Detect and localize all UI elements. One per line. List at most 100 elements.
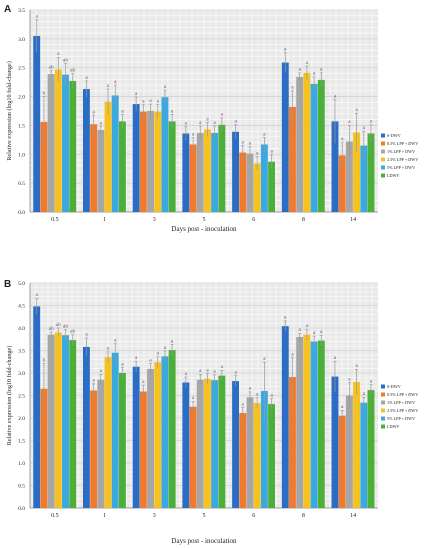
significance-letter: a xyxy=(341,136,344,142)
bar xyxy=(345,141,353,212)
x-tick-label: 5 xyxy=(203,217,206,223)
bar xyxy=(97,130,105,212)
significance-letter: a xyxy=(100,120,103,126)
bar xyxy=(33,306,41,508)
significance-letter: ab xyxy=(56,322,61,328)
significance-letter: a xyxy=(348,376,351,382)
significance-letter: b xyxy=(43,357,46,363)
significance-letter: a xyxy=(92,378,95,384)
legend: S-DWV 0.5% LPP + DWV 1% LPP + DWV 2.5% LPP … xyxy=(381,384,418,429)
x-tick-label: 1 xyxy=(103,513,106,519)
significance-letter: a xyxy=(234,119,237,125)
significance-letter: a xyxy=(135,355,138,361)
bar xyxy=(118,373,126,508)
x-tick-label: 6 xyxy=(252,513,255,519)
significance-letter: a xyxy=(298,327,301,333)
bar xyxy=(111,352,119,508)
significance-letter: a xyxy=(363,125,366,131)
significance-letter: a xyxy=(192,395,195,401)
bar xyxy=(54,69,62,213)
significance-letter: a xyxy=(242,139,245,145)
bar xyxy=(289,377,296,508)
bar xyxy=(196,132,204,212)
bar xyxy=(303,72,311,212)
bar xyxy=(204,378,211,508)
y-tick-label: 3.0 xyxy=(18,37,25,43)
legend-swatch xyxy=(381,133,385,138)
bar xyxy=(281,62,289,212)
significance-letter: a xyxy=(85,75,88,81)
significance-letter: a xyxy=(142,98,145,104)
significance-letter: a xyxy=(171,108,174,114)
x-tick-label: 5 xyxy=(203,513,206,519)
significance-letter: a xyxy=(313,330,316,336)
y-tick-label: 2.0 xyxy=(18,95,25,101)
bar xyxy=(97,379,105,508)
x-axis-title: Days post - inoculation xyxy=(171,537,237,545)
x-tick-label: 0.5 xyxy=(51,513,59,519)
bar xyxy=(82,346,90,508)
legend-label: 2.5% LPP + DWV xyxy=(387,408,418,413)
significance-letter: a xyxy=(149,98,152,104)
bar xyxy=(33,35,41,212)
bar xyxy=(139,391,147,508)
significance-letter: ab xyxy=(63,57,68,63)
bar xyxy=(168,121,176,212)
bar xyxy=(189,406,197,508)
significance-letter: a xyxy=(164,345,167,351)
bar xyxy=(211,380,219,508)
bar xyxy=(111,95,119,212)
bar xyxy=(132,104,140,212)
legend-swatch xyxy=(381,384,385,389)
significance-letter: a xyxy=(320,67,323,73)
significance-letter: a xyxy=(35,14,38,20)
legend-label: 0.5% LPP + DWV xyxy=(387,141,418,146)
significance-letter: a xyxy=(92,109,95,115)
bar xyxy=(54,332,62,508)
bar xyxy=(47,74,55,212)
significance-letter: a xyxy=(313,71,316,77)
y-tick-label: 2.0 xyxy=(18,416,25,422)
significance-letter: a xyxy=(35,292,38,298)
y-tick-label: 0.5 xyxy=(18,484,25,490)
x-tick-label: 3 xyxy=(153,513,156,519)
significance-letter: a xyxy=(256,392,259,398)
bar xyxy=(268,161,276,212)
significance-letter: a xyxy=(185,120,188,126)
significance-letter: a xyxy=(355,363,358,369)
y-tick-label: 1.5 xyxy=(18,439,25,445)
significance-letter: a xyxy=(142,379,145,385)
legend-swatch xyxy=(381,400,385,405)
bar xyxy=(182,133,190,212)
y-axis-title: Relative expression (log10 fold-change) xyxy=(6,346,13,445)
bar xyxy=(310,83,318,212)
bar xyxy=(345,395,353,508)
significance-letter: a xyxy=(213,369,216,375)
significance-letter: a xyxy=(341,404,344,410)
x-axis-title: Days post - inoculation xyxy=(171,225,237,233)
bar xyxy=(139,111,147,212)
bar xyxy=(246,397,254,508)
bar xyxy=(260,391,268,508)
bar xyxy=(338,415,346,508)
bar xyxy=(118,121,126,212)
significance-letter: a xyxy=(107,83,110,89)
significance-letter: b xyxy=(43,90,46,96)
bar xyxy=(338,155,346,212)
bar xyxy=(360,145,368,212)
bar xyxy=(104,101,112,212)
significance-letter: a xyxy=(164,84,167,90)
significance-letter: ab xyxy=(70,329,75,335)
significance-letter: a xyxy=(221,112,224,118)
legend-swatch xyxy=(381,149,385,154)
significance-letter: a xyxy=(249,141,252,147)
significance-letter: a xyxy=(334,355,337,361)
y-tick-label: 1.0 xyxy=(18,461,25,467)
bar xyxy=(62,335,69,508)
bar xyxy=(147,111,154,212)
legend-swatch xyxy=(381,416,385,421)
significance-letter: a xyxy=(185,371,188,377)
significance-letter: a xyxy=(306,60,309,66)
x-tick-label: 0.5 xyxy=(51,217,59,223)
